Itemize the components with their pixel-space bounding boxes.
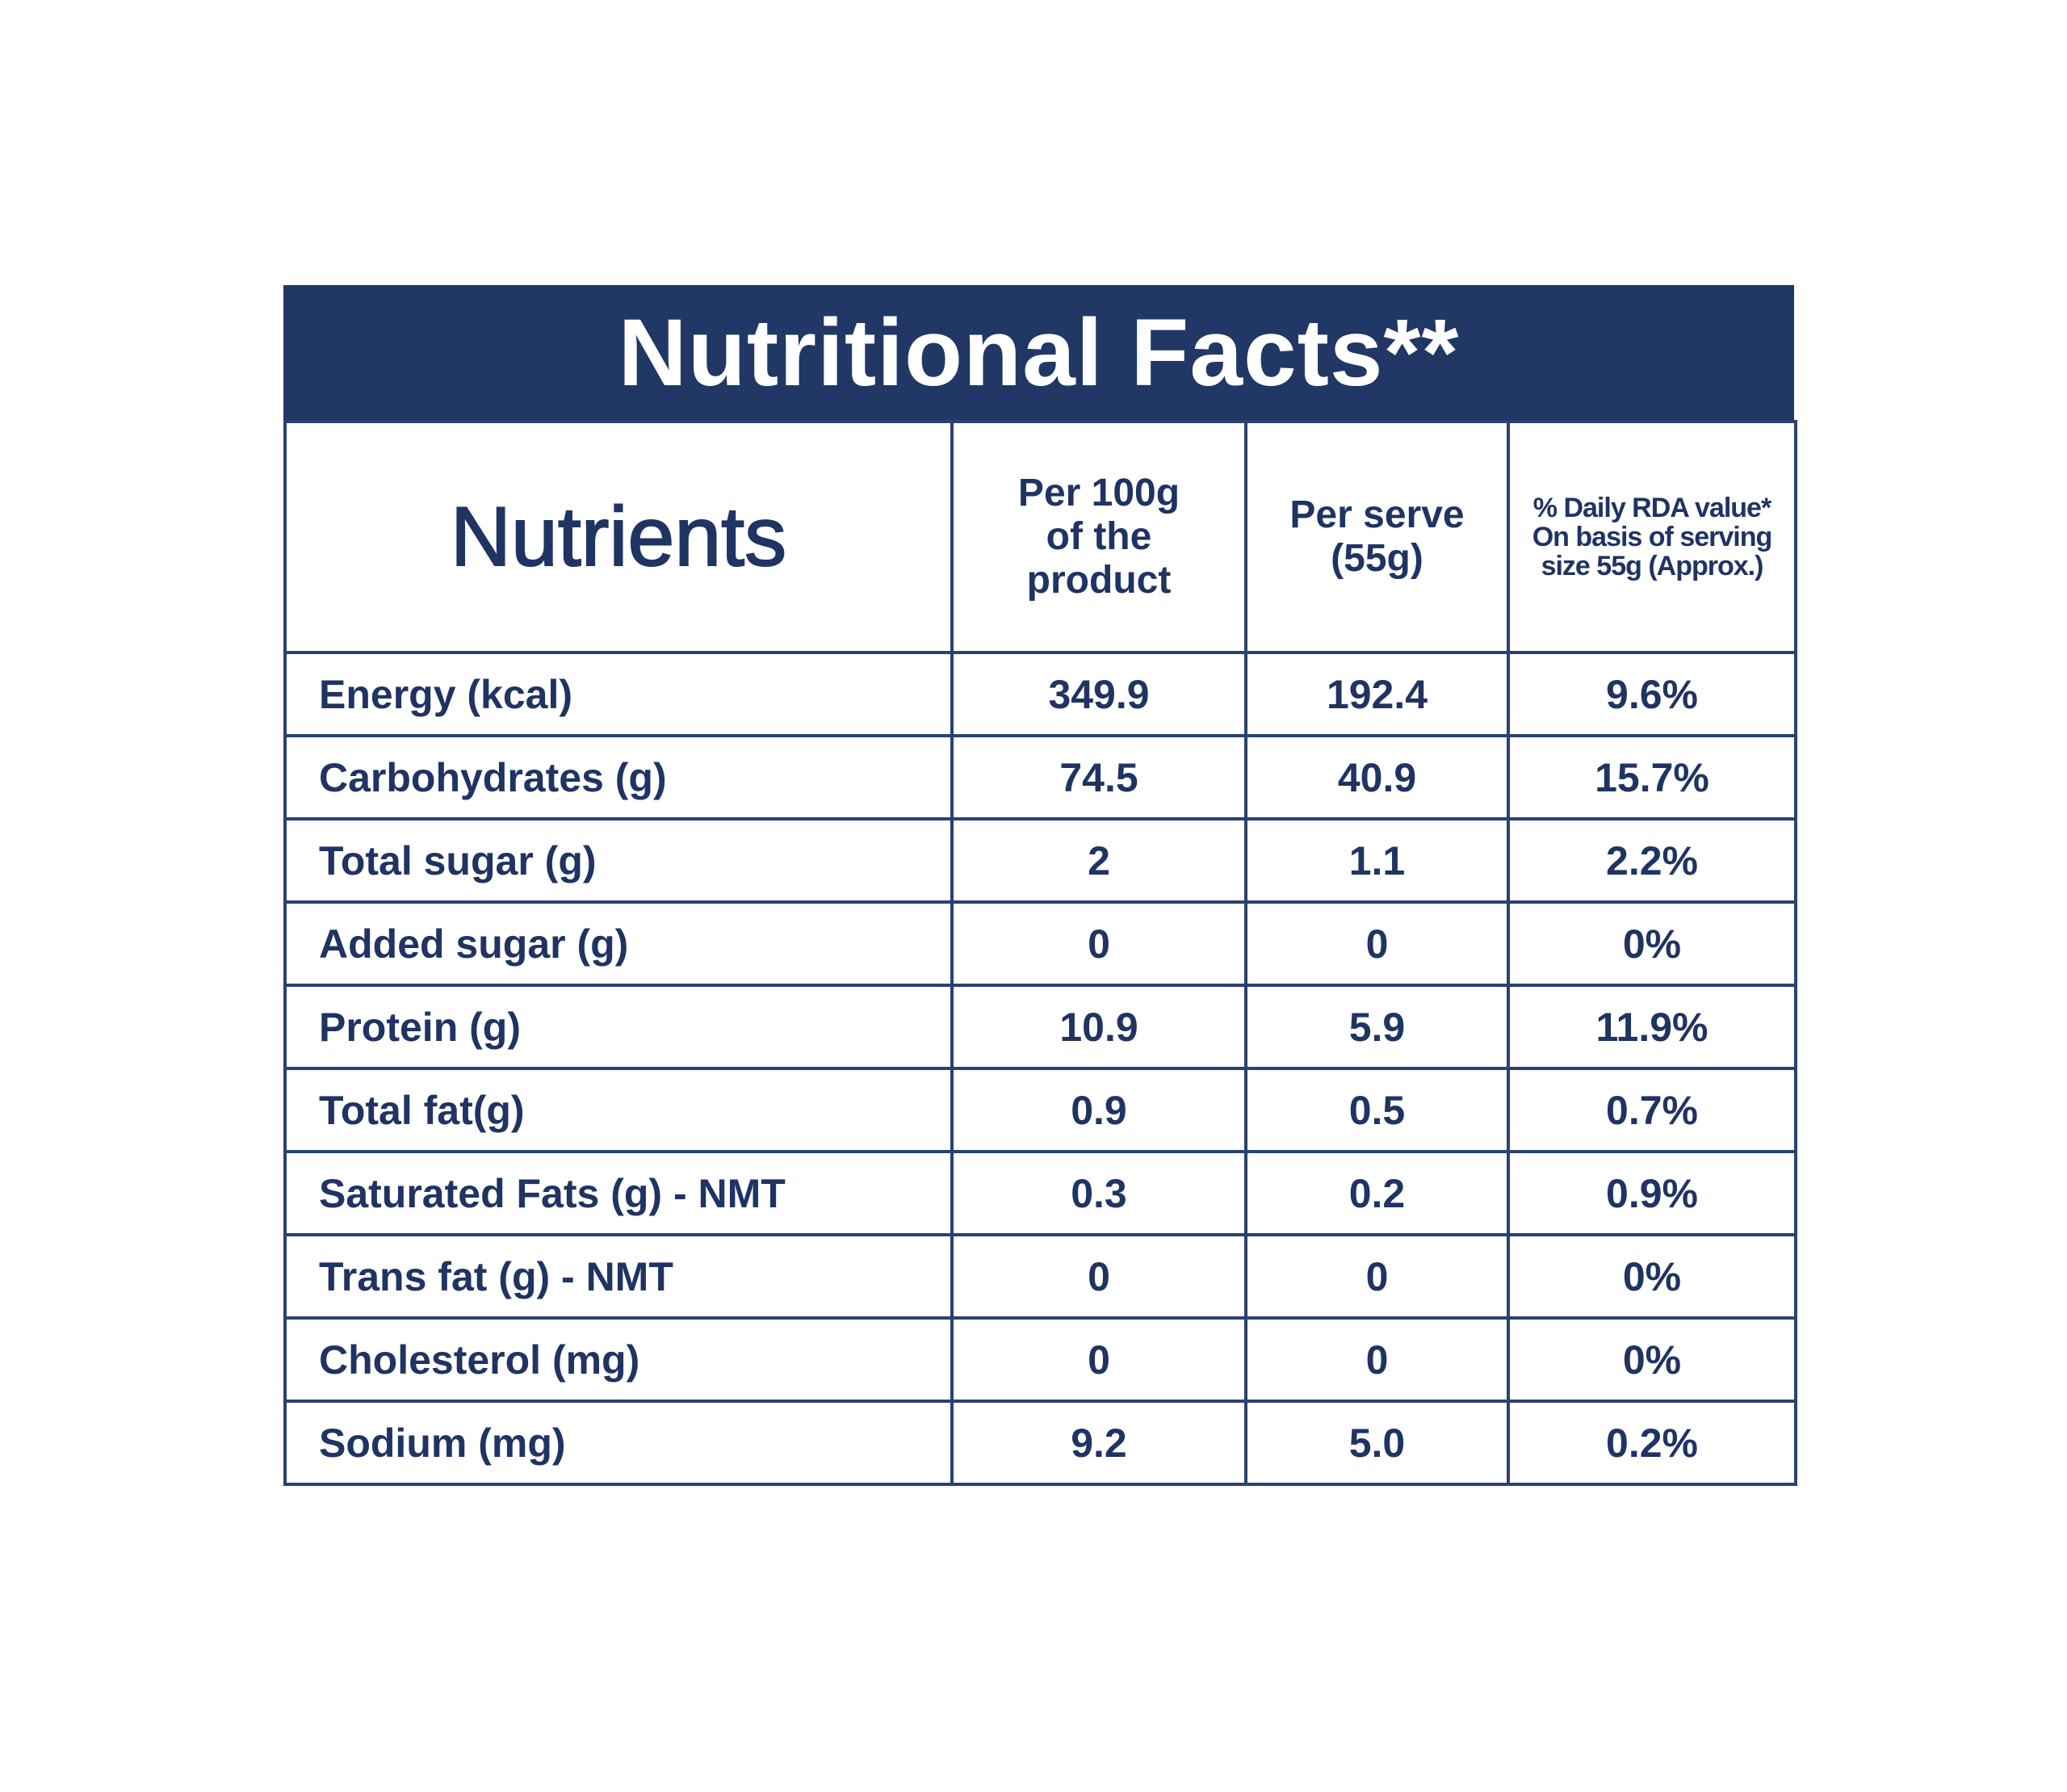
value-cell: 0 [950, 1316, 1247, 1403]
value-cell: 349.9 [950, 651, 1247, 737]
value-cell: 5.0 [1244, 1400, 1510, 1486]
value-cell: 0 [950, 1233, 1247, 1320]
value-cell: 15.7% [1507, 734, 1797, 820]
header-line: product [1026, 559, 1172, 602]
header-cell: Per 100g of the product [950, 420, 1247, 654]
value-cell: 9.2 [950, 1400, 1247, 1486]
header-line: (55g) [1331, 537, 1423, 580]
data-row: Total sugar (g) 2 1.1 2.2% [283, 817, 1797, 904]
value-cell: 2 [950, 817, 1247, 904]
value-cell: 0.9% [1507, 1150, 1797, 1236]
value-cell: 0 [1244, 1233, 1510, 1320]
value-cell: 0% [1507, 900, 1797, 987]
nutrient-name: Total fat(g) [283, 1067, 954, 1153]
value-cell: 1.1 [1244, 817, 1510, 904]
header-line: % Daily RDA value* [1532, 493, 1771, 523]
value-cell: 10.9 [950, 984, 1247, 1070]
nutrient-name: Sodium (mg) [283, 1400, 954, 1486]
nutrient-name: Added sugar (g) [283, 900, 954, 987]
value-cell: 0 [1244, 1316, 1510, 1403]
value-cell: 74.5 [950, 734, 1247, 820]
value-cell: 5.9 [1244, 984, 1510, 1070]
value-cell: 2.2% [1507, 817, 1797, 904]
value-cell: 9.6% [1507, 651, 1797, 737]
header-line: Nutrients [450, 490, 787, 584]
header-line: Per serve [1289, 493, 1465, 536]
data-row: Protein (g) 10.9 5.9 11.9% [283, 984, 1797, 1070]
value-cell: 0.3 [950, 1150, 1247, 1236]
nutrient-name: Cholesterol (mg) [283, 1316, 954, 1403]
nutrient-name: Trans fat (g) - NMT [283, 1233, 954, 1320]
header-line: Per 100g [1017, 472, 1180, 514]
header-cell: Per serve (55g) [1244, 420, 1510, 654]
data-row: Energy (kcal) 349.9 192.4 9.6% [283, 651, 1797, 737]
header-line: of the [1046, 515, 1152, 558]
header-row: Nutrients Per 100g of the product Per serve(… [283, 420, 1797, 654]
data-row: Total fat(g) 0.9 0.5 0.7% [283, 1067, 1797, 1153]
value-cell: 0.2 [1244, 1150, 1510, 1236]
header-line: On basis of serving [1532, 522, 1773, 552]
data-row: Cholesterol (mg) 0 0 0% [283, 1316, 1797, 1403]
value-cell: 0 [950, 900, 1247, 987]
nutrient-name: Total sugar (g) [283, 817, 954, 904]
data-row: Trans fat (g) - NMT 0 0 0% [283, 1233, 1797, 1320]
data-row: Saturated Fats (g) - NMT 0.3 0.2 0.9% [283, 1150, 1797, 1236]
value-cell: 0.2% [1507, 1400, 1797, 1486]
data-row: Added sugar (g) 0 0 0% [283, 900, 1797, 987]
nutrient-name: Carbohydrates (g) [283, 734, 954, 820]
value-cell: 0% [1507, 1233, 1797, 1320]
value-cell: 40.9 [1244, 734, 1510, 820]
data-row: Carbohydrates (g) 74.5 40.9 15.7% [283, 734, 1797, 820]
nutrient-name: Protein (g) [283, 984, 954, 1070]
nutrition-card: Nutritional Facts** Nutrients Per 100g of … [283, 285, 1797, 1486]
header-cell: Nutrients [283, 420, 954, 654]
header-cell: % Daily RDA value* On basis of serving siz… [1507, 420, 1797, 654]
nutrition-table: Nutrients Per 100g of the product Per serve(… [283, 420, 1797, 1486]
nutrient-name: Saturated Fats (g) - NMT [283, 1150, 954, 1236]
value-cell: 0.9 [950, 1067, 1247, 1153]
value-cell: 0.5 [1244, 1067, 1510, 1153]
header-line: size 55g (Approx.) [1541, 551, 1764, 581]
table-body: Nutrients Per 100g of the product Per serve(… [283, 420, 1797, 1486]
value-cell: 192.4 [1244, 651, 1510, 737]
value-cell: 0% [1507, 1316, 1797, 1403]
value-cell: 0.7% [1507, 1067, 1797, 1153]
value-cell: 11.9% [1507, 984, 1797, 1070]
data-row: Sodium (mg) 9.2 5.0 0.2% [283, 1400, 1797, 1486]
value-cell: 0 [1244, 900, 1510, 987]
nutrient-name: Energy (kcal) [283, 651, 954, 737]
title: Nutritional Facts** [283, 285, 1794, 420]
